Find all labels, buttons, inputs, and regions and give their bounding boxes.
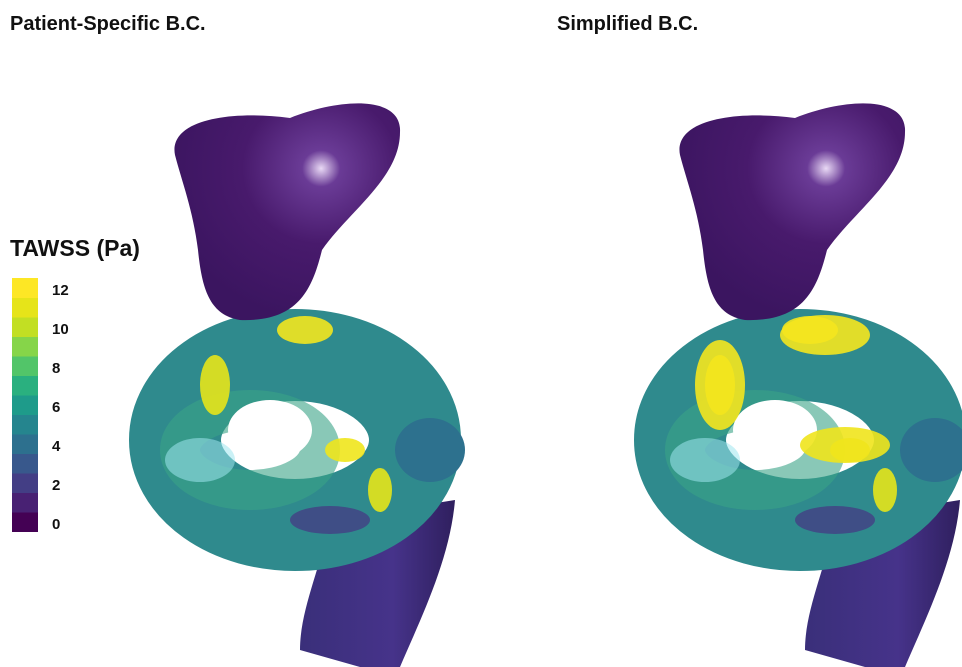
colorbar-tick-label: 12 bbox=[52, 282, 69, 299]
colorbar-tick-label: 10 bbox=[52, 321, 69, 338]
colorbar-band bbox=[12, 278, 38, 298]
colorbar-label: TAWSS (Pa) bbox=[10, 235, 140, 261]
colorbar-band bbox=[12, 415, 38, 435]
vessel-render-left bbox=[165, 103, 465, 667]
colorbar-tick-label: 8 bbox=[52, 360, 60, 377]
colorbar-band bbox=[12, 317, 38, 337]
colorbar-band bbox=[12, 512, 38, 532]
colorbar-band bbox=[12, 493, 38, 513]
colorbar-tick-label: 2 bbox=[52, 477, 60, 494]
panel-title: Simplified B.C. bbox=[557, 13, 698, 35]
colorbar-band bbox=[12, 434, 38, 454]
figure: Patient-Specific B.C. Simplified B.C. TA… bbox=[0, 0, 962, 667]
colorbar: 12 10 8 6 4 2 0 bbox=[12, 278, 69, 533]
page: Patient-Specific B.C. Simplified B.C. TA… bbox=[0, 0, 962, 667]
colorbar-band bbox=[12, 298, 38, 318]
colorbar-band bbox=[12, 356, 38, 376]
colorbar-band bbox=[12, 376, 38, 396]
colorbar-tick-label: 0 bbox=[52, 516, 60, 533]
colorbar-band bbox=[12, 395, 38, 415]
colorbar-tick-label: 4 bbox=[52, 438, 61, 455]
panel-title: Patient-Specific B.C. bbox=[10, 13, 206, 35]
colorbar-band bbox=[12, 337, 38, 357]
colorbar-tick-label: 6 bbox=[52, 399, 60, 416]
colorbar-band bbox=[12, 473, 38, 493]
colorbar-band bbox=[12, 454, 38, 474]
